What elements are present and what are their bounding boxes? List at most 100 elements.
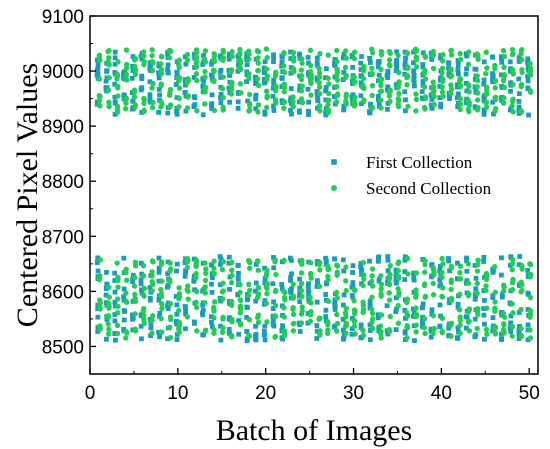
first-collection-point <box>385 254 391 259</box>
second-collection-point <box>413 270 420 276</box>
second-collection-point <box>475 90 481 96</box>
second-collection-point <box>123 96 129 102</box>
first-collection-point <box>438 313 443 319</box>
second-collection-point <box>317 315 323 322</box>
second-collection-point <box>395 302 401 309</box>
first-collection-point <box>201 53 206 58</box>
second-collection-point <box>378 312 385 318</box>
second-collection-point <box>483 100 489 106</box>
second-collection-point <box>159 278 165 284</box>
first-collection-point <box>498 336 504 342</box>
second-collection-point <box>439 274 445 280</box>
first-collection-point <box>499 255 504 261</box>
first-collection-point <box>315 98 321 104</box>
second-collection-point <box>422 67 428 74</box>
first-collection-point <box>253 106 259 112</box>
first-collection-point <box>490 76 495 82</box>
second-collection-point <box>237 50 243 57</box>
second-collection-point <box>228 69 234 75</box>
second-collection-point <box>396 90 402 97</box>
second-collection-point <box>421 324 428 331</box>
first-collection-point <box>472 263 478 268</box>
second-collection-point <box>114 103 121 110</box>
second-collection-point <box>114 309 121 316</box>
first-collection-point <box>340 302 346 308</box>
first-collection-point <box>428 328 434 334</box>
second-collection-point <box>474 280 480 286</box>
second-collection-point <box>255 109 261 115</box>
first-collection-point <box>261 329 267 334</box>
first-collection-point <box>403 55 408 61</box>
first-collection-point <box>147 295 153 301</box>
second-collection-point <box>211 77 217 83</box>
second-collection-point <box>229 86 235 93</box>
second-collection-point <box>150 259 156 265</box>
second-collection-point <box>474 77 481 84</box>
second-collection-point <box>422 257 428 264</box>
second-collection-point <box>510 81 516 88</box>
second-collection-point <box>184 314 191 320</box>
first-collection-point <box>455 325 461 331</box>
second-collection-point <box>255 284 262 291</box>
second-collection-point <box>386 281 393 288</box>
second-collection-point <box>333 328 340 334</box>
first-collection-point <box>385 100 391 106</box>
first-collection-point <box>139 86 145 92</box>
second-collection-point <box>131 94 138 100</box>
second-collection-point <box>413 305 419 311</box>
second-collection-point <box>325 101 331 108</box>
first-collection-point <box>498 72 504 78</box>
second-collection-point <box>106 305 112 311</box>
second-collection-point <box>158 53 165 59</box>
second-collection-point <box>439 78 446 85</box>
second-collection-point <box>325 319 331 325</box>
first-collection-point <box>95 65 101 71</box>
first-collection-point <box>174 261 180 267</box>
second-collection-point <box>281 257 287 264</box>
second-collection-point <box>509 46 516 53</box>
first-collection-point <box>139 56 145 62</box>
second-collection-point <box>106 55 112 61</box>
first-collection-point <box>209 103 214 109</box>
first-collection-point <box>341 268 347 274</box>
second-collection-point <box>220 316 226 322</box>
first-collection-point <box>367 328 373 333</box>
first-collection-point <box>358 335 364 341</box>
second-collection-point <box>475 56 481 62</box>
second-collection-point <box>386 290 392 296</box>
second-collection-point <box>229 272 235 279</box>
second-collection-point <box>518 325 524 332</box>
second-collection-point <box>484 305 490 311</box>
first-collection-point <box>288 258 294 263</box>
second-collection-point <box>457 314 463 320</box>
second-collection-point <box>176 104 182 110</box>
y-tick-label: 9100 <box>42 7 84 28</box>
second-collection-point <box>193 53 200 60</box>
second-collection-point <box>114 296 121 302</box>
second-collection-point <box>281 305 287 311</box>
second-collection-point <box>264 291 270 297</box>
second-collection-point <box>307 47 314 54</box>
first-collection-point <box>446 65 451 71</box>
second-collection-point <box>439 329 445 336</box>
first-collection-point <box>446 258 452 264</box>
first-collection-point <box>323 75 328 81</box>
second-collection-point <box>352 287 358 294</box>
second-collection-point <box>439 294 446 300</box>
second-collection-point <box>263 300 270 307</box>
second-collection-point <box>413 91 419 97</box>
first-collection-point <box>481 111 487 117</box>
first-collection-point <box>104 269 109 275</box>
y-tick-label: 9000 <box>42 62 84 83</box>
second-collection-point <box>264 55 270 61</box>
second-collection-point <box>501 314 508 320</box>
second-collection-point <box>509 301 515 307</box>
first-collection-point <box>112 55 118 61</box>
first-collection-point <box>261 332 267 338</box>
first-collection-point <box>402 89 408 95</box>
first-collection-point <box>411 290 417 295</box>
first-collection-point <box>402 269 408 274</box>
second-collection-point <box>193 257 200 263</box>
second-collection-point <box>334 320 341 327</box>
second-collection-point <box>457 330 463 337</box>
